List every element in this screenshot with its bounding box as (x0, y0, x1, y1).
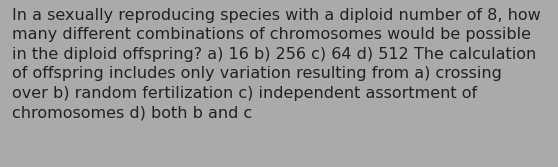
Text: In a sexually reproducing species with a diploid number of 8, how
many different: In a sexually reproducing species with a… (12, 8, 541, 120)
